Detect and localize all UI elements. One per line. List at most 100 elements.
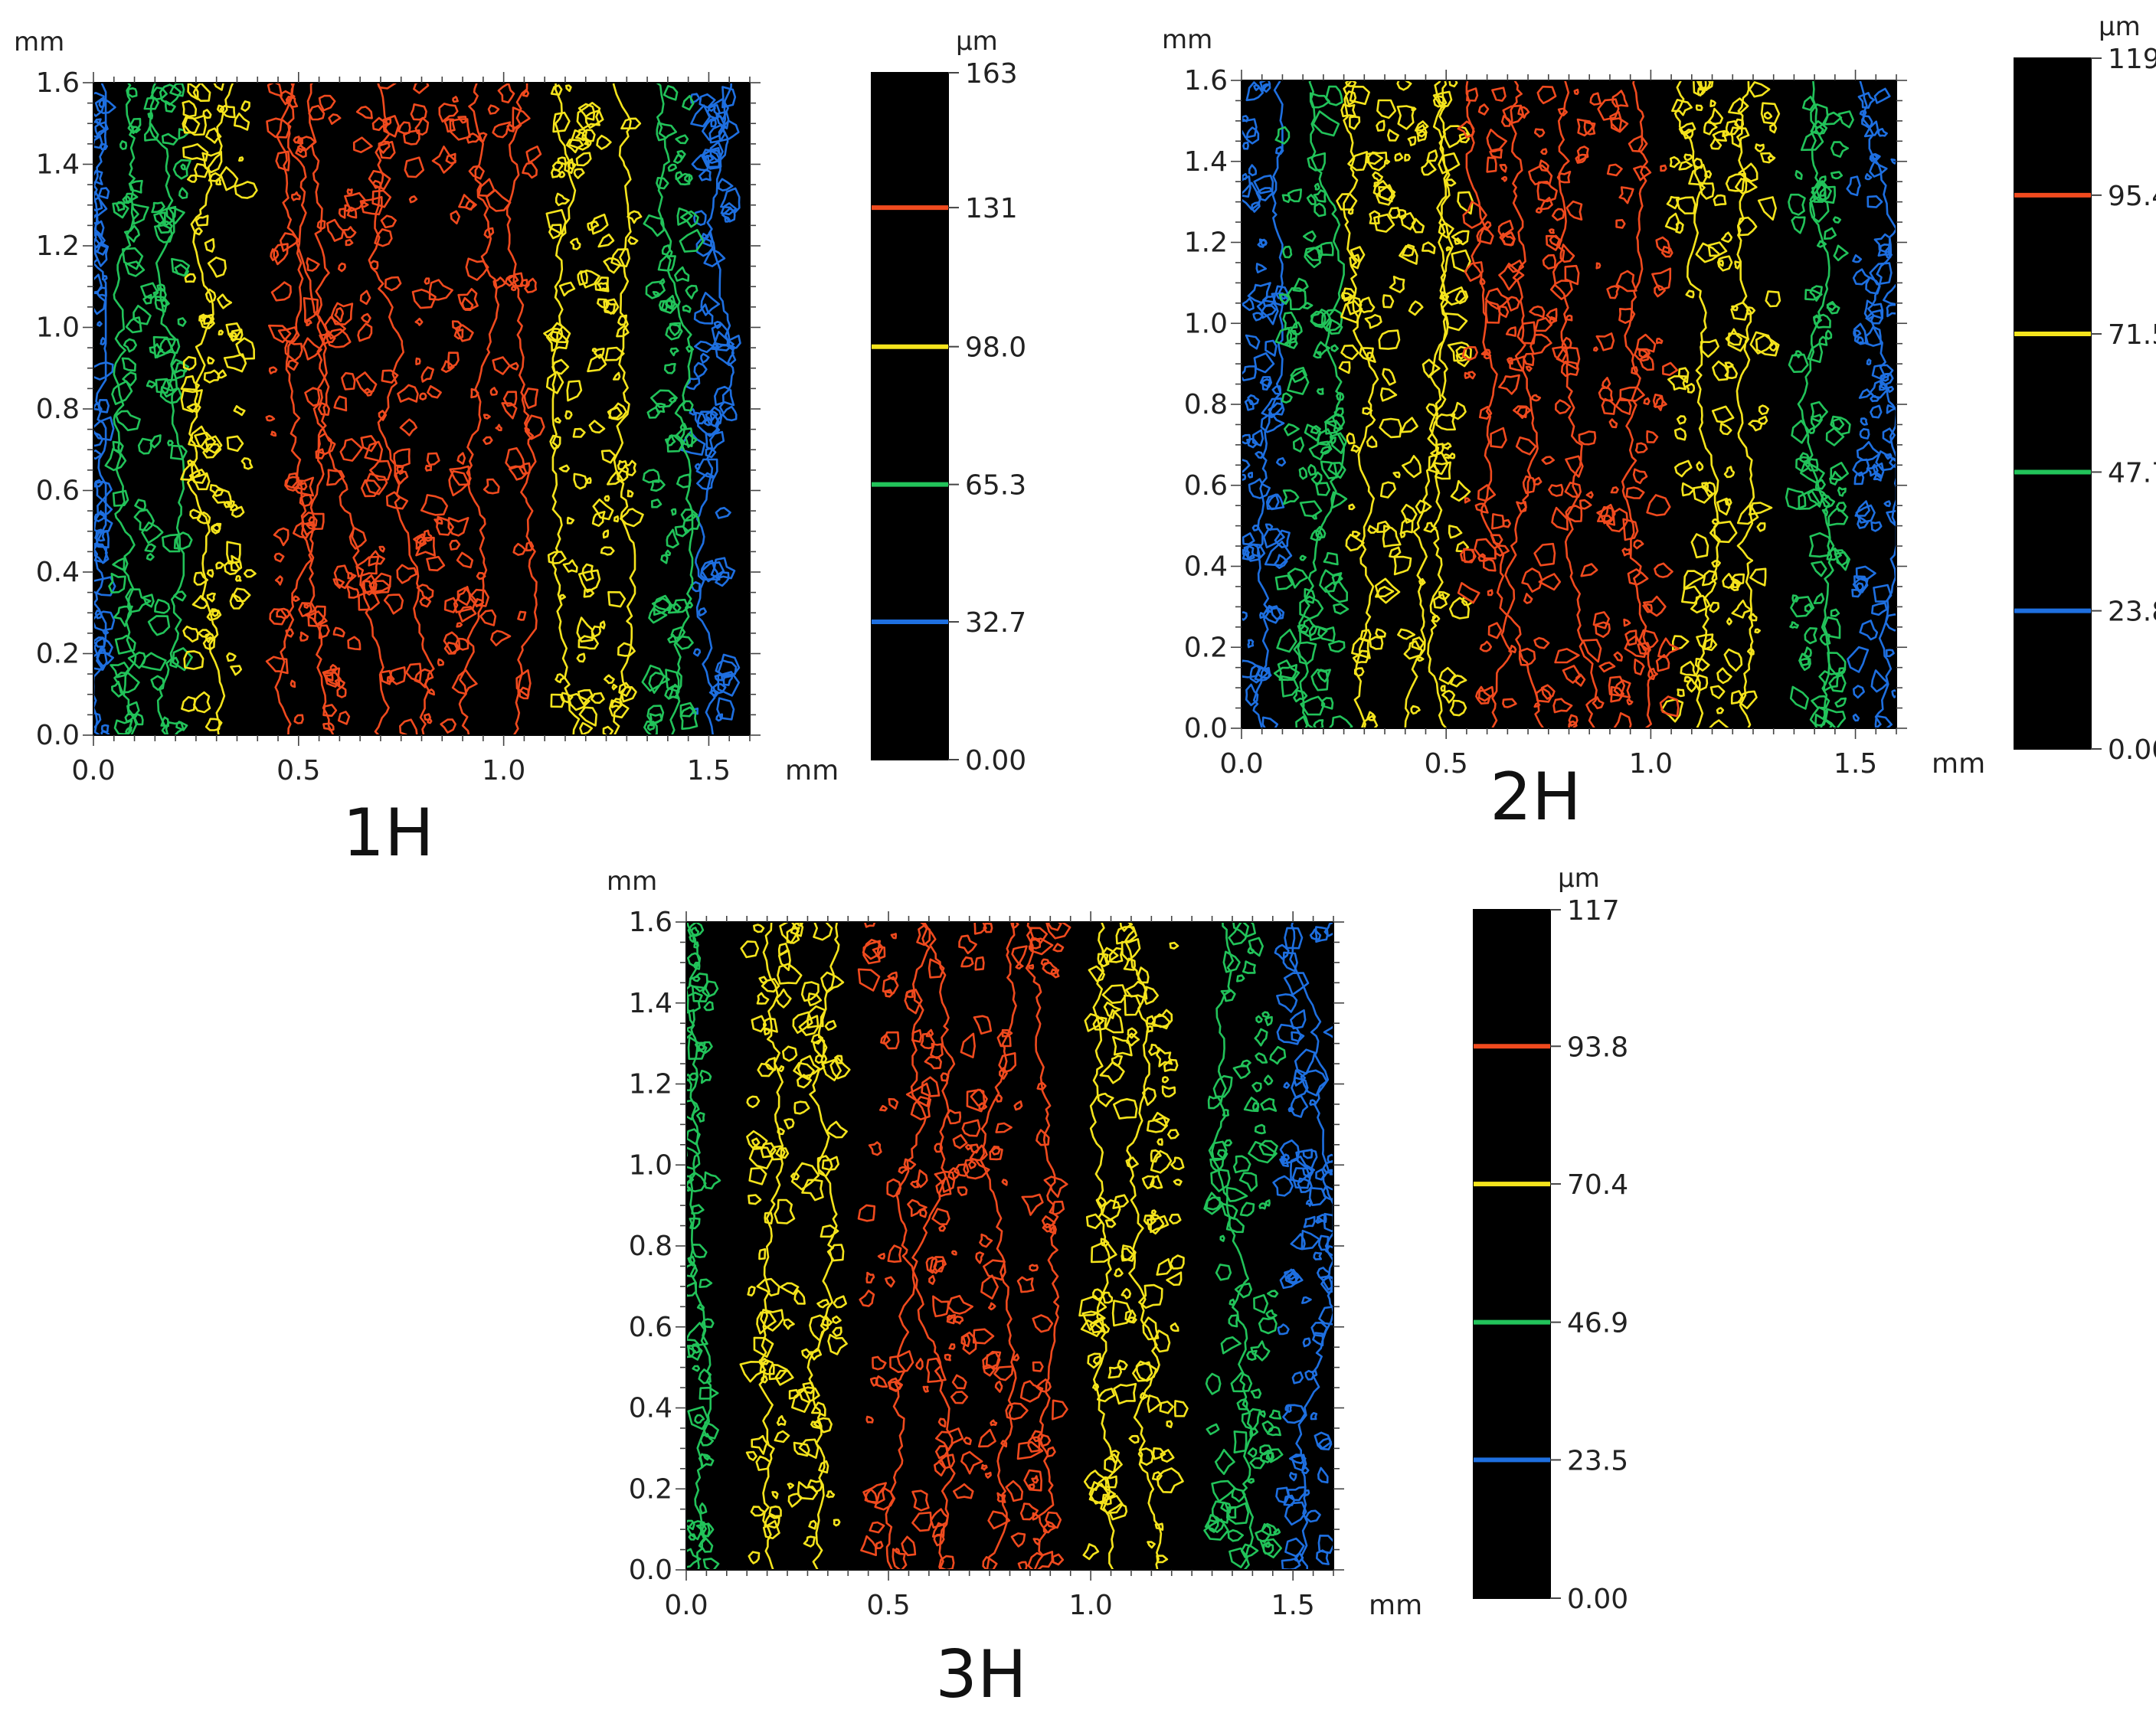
contour-loop	[1804, 627, 1817, 645]
contour-loop	[686, 1074, 692, 1082]
contour-loop	[1203, 1518, 1229, 1541]
contour-loop	[1042, 1223, 1052, 1233]
contour-loop	[708, 689, 720, 697]
contour-loop	[1021, 1193, 1044, 1216]
contour-loop	[777, 1065, 785, 1073]
contour-loop	[718, 178, 734, 191]
contour-loop	[1497, 219, 1514, 237]
contour-loop	[1533, 636, 1550, 649]
contour-loop	[123, 338, 137, 353]
contour-loop	[1490, 534, 1503, 545]
contour-loop	[1678, 160, 1693, 171]
contour-loop	[97, 399, 110, 414]
contour-loop	[875, 1541, 884, 1550]
contour-loop	[1509, 355, 1526, 372]
contour-loop	[645, 280, 666, 299]
contour-loop	[1399, 531, 1406, 538]
contour-loop	[703, 417, 713, 427]
contour-loop	[938, 1555, 955, 1570]
contour-loop	[686, 1175, 694, 1184]
contour-loop	[1448, 80, 1458, 88]
contour-loop	[1052, 1399, 1068, 1421]
contour-loop	[226, 435, 244, 453]
contour-loop	[357, 322, 373, 342]
contour-loop	[712, 343, 719, 350]
contour-loop	[1323, 1025, 1333, 1039]
contour-loop	[204, 633, 215, 643]
contour-loop	[408, 195, 418, 204]
contour-loop	[1315, 525, 1327, 539]
contour-loop	[1585, 491, 1594, 499]
contour-loop	[102, 629, 110, 635]
contour-loop	[1124, 994, 1142, 1016]
contour-loop	[648, 607, 668, 624]
contour-loop	[1717, 255, 1733, 272]
contour-loop	[1398, 209, 1407, 220]
contour-loop	[347, 572, 354, 580]
contour-loop	[1477, 484, 1497, 502]
contour-loop	[1126, 1032, 1140, 1047]
contour-loop	[1730, 690, 1744, 705]
contour-loop	[1669, 155, 1681, 168]
contour-loop	[1791, 594, 1800, 603]
axis-ticks	[676, 911, 1344, 1581]
contour-loop	[617, 469, 629, 482]
contour-loop	[113, 719, 133, 735]
contour-loop	[826, 1490, 836, 1499]
contour-loop	[1240, 1543, 1259, 1558]
contour-loop	[694, 340, 715, 354]
contour-loop	[1683, 153, 1693, 162]
y-tick-label: 0.6	[1184, 470, 1228, 502]
contour-loop	[1016, 1276, 1035, 1293]
contour-loop	[1861, 115, 1873, 129]
contour-loop	[1758, 415, 1768, 425]
contour-loop	[1810, 414, 1823, 429]
contour-loop	[1232, 922, 1256, 938]
contour-trace	[551, 83, 581, 735]
contour-loop	[1869, 160, 1888, 178]
contour-loop	[926, 1357, 947, 1383]
contour-loop	[675, 134, 689, 145]
contour-loop	[947, 1294, 973, 1315]
contour-loop	[1880, 372, 1889, 382]
contour-loop	[113, 672, 140, 694]
contour-loop	[1274, 554, 1288, 569]
contour-loop	[1314, 926, 1329, 943]
y-tick-label: 1.2	[629, 1069, 672, 1100]
contour-loop	[1646, 494, 1671, 517]
contour-loop	[128, 179, 143, 194]
contour-loop	[756, 992, 770, 1005]
contour-loop	[416, 584, 434, 600]
contour-loop	[907, 1198, 928, 1218]
contour-loop	[1312, 1332, 1324, 1347]
contour-loop	[903, 1158, 917, 1170]
contour-loop	[748, 1551, 761, 1565]
contour-loop	[865, 1271, 875, 1283]
contour-loop	[422, 529, 433, 542]
contour-loop	[1253, 83, 1261, 91]
contour-loop	[760, 1309, 784, 1332]
contour-loop	[1314, 341, 1331, 357]
contour-loop	[1284, 927, 1304, 950]
contour-loop	[798, 1015, 820, 1036]
contour-loop	[440, 718, 456, 734]
contour-loop	[426, 452, 440, 466]
contour-loop	[962, 1331, 977, 1355]
contour-loop	[1153, 1009, 1173, 1028]
contour-loop	[142, 293, 152, 305]
contour-loop	[1664, 212, 1680, 231]
contour-loop	[322, 704, 338, 718]
contour-loop	[1516, 321, 1536, 345]
contour-loop	[1518, 647, 1536, 666]
contour-loop	[1634, 347, 1650, 362]
contour-loop	[125, 588, 152, 613]
contour-loop	[94, 97, 116, 114]
contour-loop	[1010, 922, 1019, 930]
contour-loop	[1310, 471, 1323, 486]
contour-loop	[686, 601, 694, 609]
contour-loop	[1366, 351, 1373, 360]
contour-loop	[886, 1178, 902, 1198]
contour-loop	[368, 550, 385, 567]
contour-loop	[265, 414, 276, 422]
contour-loop	[1282, 951, 1298, 973]
